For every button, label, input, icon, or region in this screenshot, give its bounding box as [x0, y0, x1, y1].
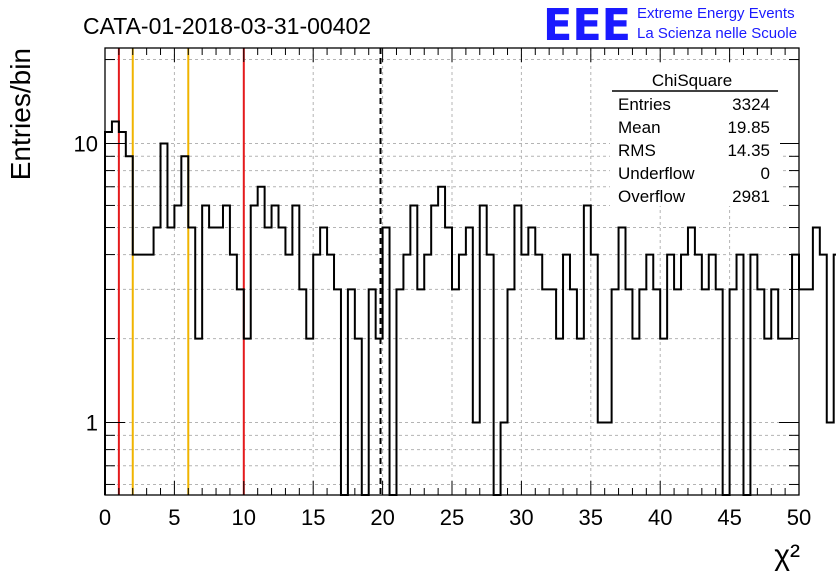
axis-ticks-layer — [104, 48, 800, 495]
x-tick-label: 15 — [301, 505, 325, 530]
histogram-series — [104, 120, 836, 496]
stats-value-entries: 3324 — [732, 95, 770, 114]
stats-box-title: ChiSquare — [652, 71, 732, 90]
stats-value-mean: 19.85 — [727, 118, 770, 137]
y-tick-label: 1 — [86, 411, 98, 436]
stats-label-entries: Entries — [618, 95, 671, 114]
logo-line-2: La Scienza nelle Scuole — [637, 25, 797, 42]
stats-label-rms: RMS — [618, 141, 656, 160]
stats-value-rms: 14.35 — [727, 141, 770, 160]
x-tick-label: 25 — [440, 505, 464, 530]
x-tick-label: 50 — [787, 505, 811, 530]
stats-box-background — [610, 66, 780, 206]
x-tick-label: 10 — [232, 505, 256, 530]
x-tick-label: 0 — [99, 505, 111, 530]
logo-mark: EEE — [543, 0, 631, 51]
x-tick-label: 45 — [717, 505, 741, 530]
stats-value-overflow: 2981 — [732, 187, 770, 206]
x-tick-label: 30 — [509, 505, 533, 530]
tick-labels-layer: 0 5 10 15 20 25 30 35 40 45 50 1 10 — [74, 132, 812, 530]
stats-label-overflow: Overflow — [618, 187, 686, 206]
x-tick-label: 5 — [168, 505, 180, 530]
x-tick-label: 40 — [648, 505, 672, 530]
marker-lines-layer — [117, 48, 382, 495]
x-axis-label: χ² — [774, 539, 800, 572]
x-tick-label: 20 — [370, 505, 394, 530]
y-tick-label: 10 — [74, 132, 98, 157]
y-axis-label: Entries/bin — [5, 48, 36, 180]
eee-logo: EEE Extreme Energy Events La Scienza nel… — [543, 0, 797, 51]
stats-label-underflow: Underflow — [618, 164, 695, 183]
stats-box: ChiSquare Entries 3324 Mean 19.85 RMS 14… — [610, 66, 780, 206]
chart-title: CATA-01-2018-03-31-00402 — [83, 13, 371, 39]
x-tick-label: 35 — [579, 505, 603, 530]
stats-value-underflow: 0 — [761, 164, 770, 183]
stats-label-mean: Mean — [618, 118, 661, 137]
logo-line-1: Extreme Energy Events — [637, 5, 795, 22]
